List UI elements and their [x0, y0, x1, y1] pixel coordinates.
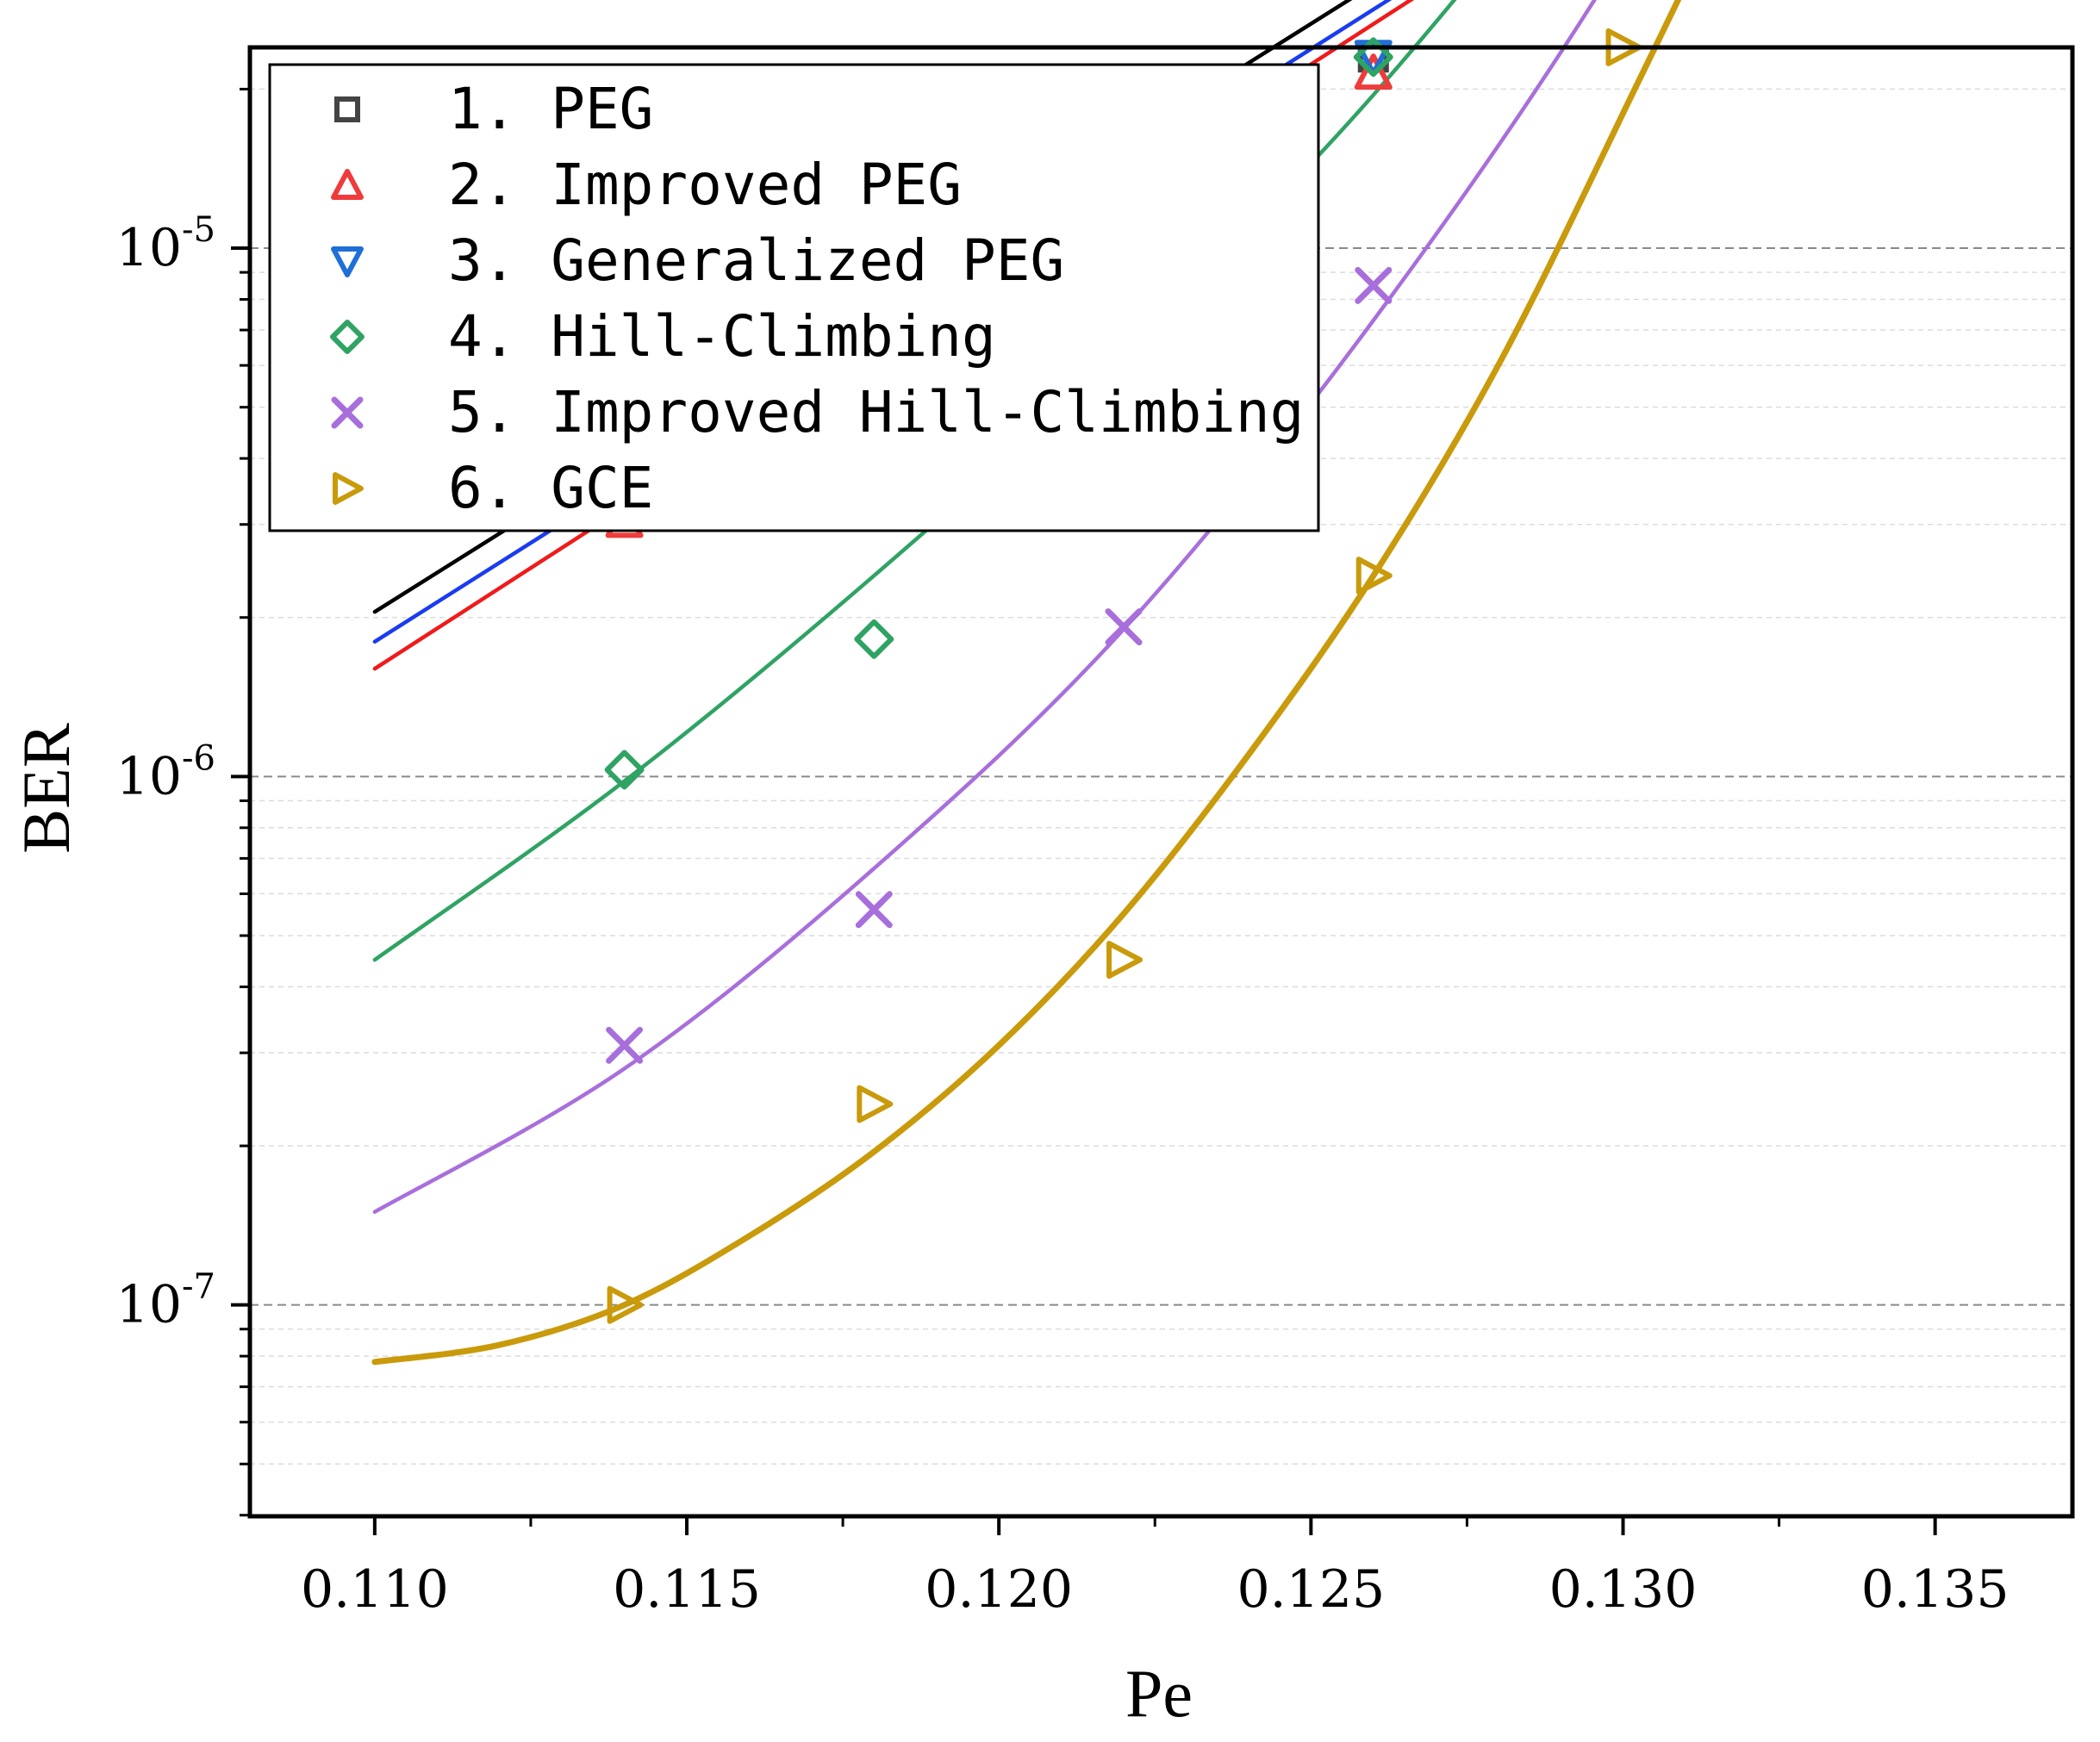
x-tick-label: 0.135	[1861, 1559, 2010, 1620]
data-point-series-5	[606, 1026, 644, 1064]
data-point-series-6	[857, 1085, 894, 1123]
legend-marker-series-2	[331, 169, 364, 200]
data-point-series-6	[1355, 557, 1393, 595]
legend-label-series-4: 4. Hill-Climbing	[448, 303, 996, 370]
data-point-series-5	[855, 891, 893, 929]
legend-marker-series-4	[330, 320, 365, 354]
y-tick-mantissa: 10	[116, 746, 182, 806]
y-tick-exponent: -5	[182, 210, 215, 250]
legend-marker-series-3	[331, 246, 364, 277]
y-tick-mantissa: 10	[116, 1275, 182, 1335]
data-point-series-5	[1105, 608, 1143, 646]
legend-label-series-6: 6. GCE	[448, 455, 653, 521]
x-axis-title: Pe	[1125, 1656, 1193, 1731]
x-tick-label: 0.125	[1237, 1559, 1385, 1620]
data-point-series-4	[604, 750, 645, 790]
legend-label-series-5: 5. Improved Hill-Climbing	[448, 379, 1304, 445]
y-tick-exponent: -6	[182, 738, 215, 778]
x-tick-label: 0.130	[1549, 1559, 1698, 1620]
data-point-series-2	[1354, 53, 1393, 90]
x-tick-label: 0.110	[301, 1559, 449, 1620]
y-tick-label: 10-6	[116, 738, 215, 806]
legend: 1. PEG 2. Improved PEG 3. Generalized PEG 4…	[268, 63, 1320, 532]
data-point-series-5	[1355, 266, 1393, 304]
legend-label-series-3: 3. Generalized PEG	[448, 227, 1064, 294]
y-tick-exponent: -7	[182, 1267, 215, 1307]
legend-label-series-1: 1. PEG	[448, 76, 653, 142]
axes: 0.110 0.115 0.120 0.125 0.130 0.13510-710-610…	[116, 45, 2075, 1620]
data-point-series-4	[854, 619, 894, 659]
legend-marker-series-1	[334, 96, 360, 122]
x-tick-label: 0.115	[613, 1559, 761, 1620]
data-point-series-6	[1106, 941, 1143, 980]
y-tick-label: 10-7	[116, 1267, 215, 1335]
legend-marker-series-5	[331, 396, 364, 429]
legend-label-series-2: 2. Improved PEG	[448, 152, 962, 218]
data-point-series-4	[1353, 37, 1393, 78]
fit-line-series-6	[371, 0, 1682, 1366]
plot-frame	[247, 45, 2075, 1519]
y-axis-title: BER	[9, 723, 84, 854]
x-tick-label: 0.120	[925, 1559, 1073, 1620]
legend-box	[268, 63, 1320, 532]
data-point-series-6	[607, 1285, 644, 1324]
y-tick-label: 10-5	[116, 210, 215, 278]
legend-marker-series-6	[333, 472, 364, 505]
y-tick-mantissa: 10	[116, 218, 182, 278]
